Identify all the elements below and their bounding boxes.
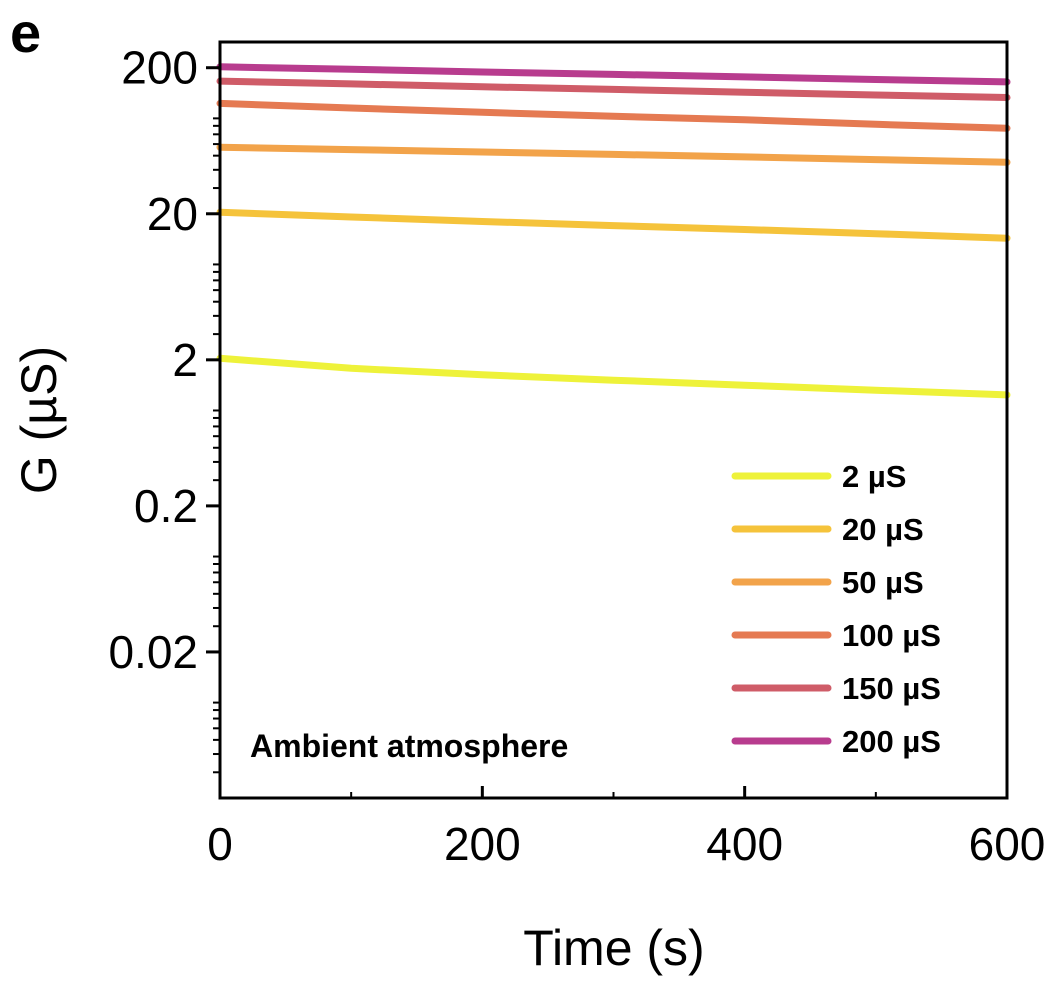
y-tick-label: 0.2: [134, 480, 198, 532]
y-tick-label: 20: [147, 188, 198, 240]
y-axis-title: G (µS): [11, 346, 67, 494]
y-tick-label: 2: [172, 334, 198, 386]
series-line-4: [216, 77, 1011, 101]
x-tick-label: 200: [444, 818, 521, 870]
legend-label-2: 50 µS: [842, 565, 924, 600]
annotation-text: Ambient atmosphere: [250, 728, 568, 764]
legend-label-1: 20 µS: [842, 512, 924, 547]
y-tick-label: 0.02: [108, 626, 198, 678]
series-line-3: [216, 99, 1011, 132]
panel-label: e: [10, 1, 41, 64]
series-line-1: [216, 208, 1011, 242]
legend-label-3: 100 µS: [842, 618, 941, 653]
series-line-0: [216, 354, 1011, 399]
x-axis: 0 200 400 600: [207, 786, 1045, 870]
x-axis-title: Time (s): [523, 920, 704, 976]
legend: 2 µS 20 µS 50 µS 100 µS 150 µS 200 µS: [731, 459, 941, 759]
y-tick-label: 200: [121, 42, 198, 94]
series-line-5: [216, 63, 1011, 86]
x-tick-label: 0: [207, 818, 233, 870]
plot-lines: [216, 63, 1011, 399]
x-tick-label: 400: [706, 818, 783, 870]
legend-label-4: 150 µS: [842, 671, 941, 706]
series-line-2: [216, 143, 1011, 166]
legend-label-0: 2 µS: [842, 459, 906, 494]
x-tick-label: 600: [969, 818, 1046, 870]
legend-label-5: 200 µS: [842, 724, 941, 759]
y-axis: 0.02 0.2 2 20 200: [108, 42, 220, 774]
